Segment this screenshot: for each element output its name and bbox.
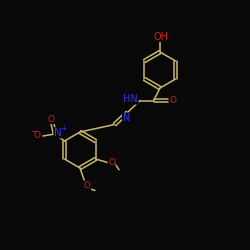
Text: O: O xyxy=(34,132,41,140)
Text: O: O xyxy=(84,181,90,190)
Text: O: O xyxy=(108,158,115,167)
Text: N: N xyxy=(54,128,62,138)
Text: HN: HN xyxy=(123,94,138,104)
Text: +: + xyxy=(60,124,66,133)
Text: O: O xyxy=(48,114,55,124)
Text: OH: OH xyxy=(154,32,169,42)
Text: N: N xyxy=(122,113,130,123)
Text: −: − xyxy=(30,127,36,136)
Text: O: O xyxy=(170,96,176,105)
